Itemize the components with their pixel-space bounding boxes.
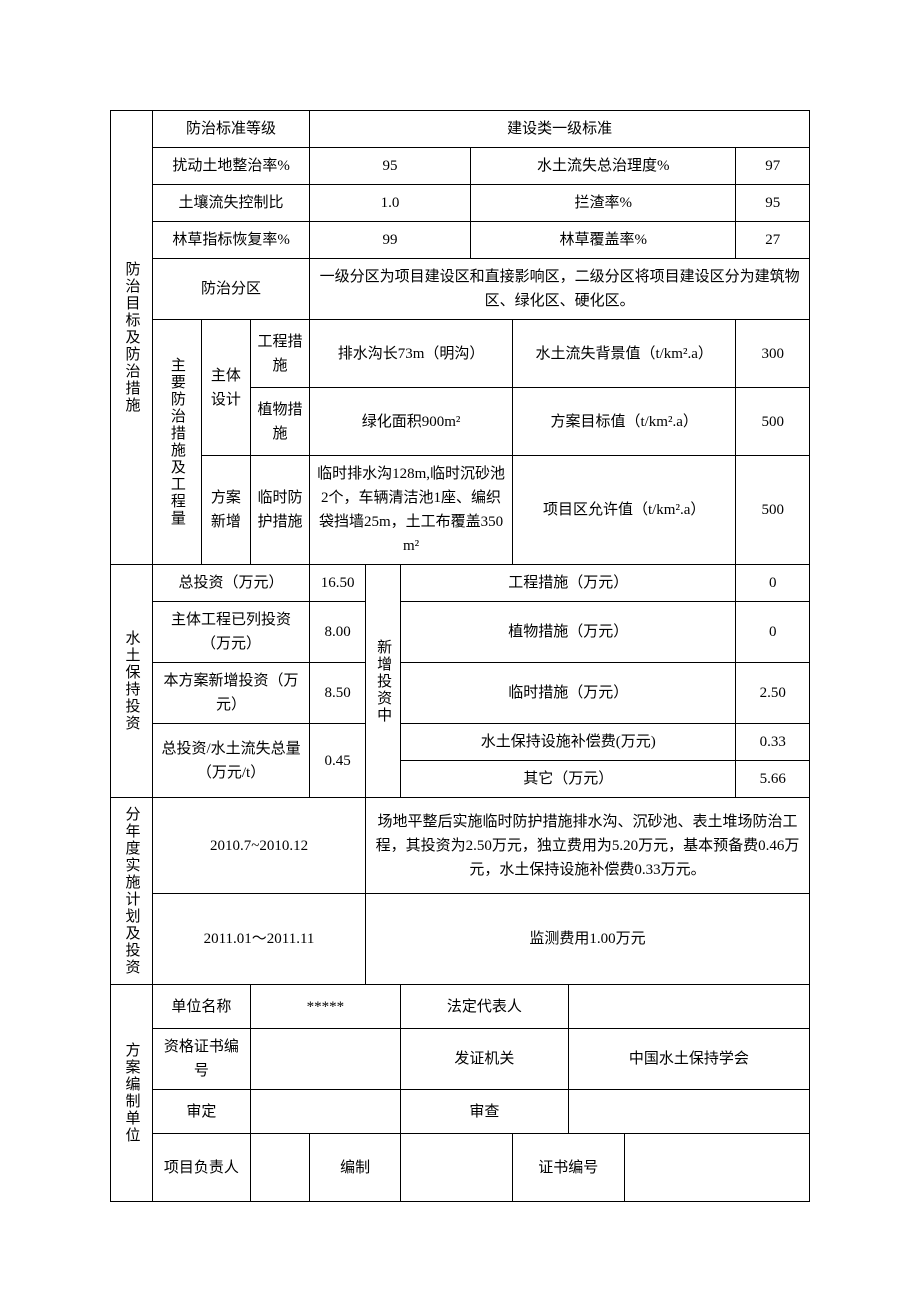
s4r2-l2: 发证机关 — [401, 1029, 569, 1090]
r4-v2: 27 — [736, 222, 810, 259]
r3-v1: 1.0 — [310, 185, 471, 222]
s2r4-l1: 总投资/水土流失总量（万元/t） — [152, 724, 309, 798]
m2-desc: 绿化面积900m² — [310, 388, 513, 456]
s2r2-l2: 植物措施（万元） — [401, 602, 736, 663]
s4r4-l2: 编制 — [310, 1134, 401, 1202]
s2r3-v2: 2.50 — [736, 663, 810, 724]
sub1: 主体设计 — [201, 320, 250, 456]
r3-v2: 95 — [736, 185, 810, 222]
s2r3-v1: 8.50 — [310, 663, 366, 724]
document-table: 防治目标及防治措施 防治标准等级 建设类一级标准 扰动土地整治率% 95 水土流… — [110, 110, 810, 1202]
s2r1-v1: 16.50 — [310, 565, 366, 602]
r4-l2: 林草覆盖率% — [470, 222, 736, 259]
s4r2-v1 — [250, 1029, 400, 1090]
s4r4-v3 — [624, 1134, 809, 1202]
s4r4-v2 — [401, 1134, 513, 1202]
m2-value: 500 — [736, 388, 810, 456]
s4r1-l2: 法定代表人 — [401, 985, 569, 1029]
r1-value: 建设类一级标准 — [310, 111, 810, 148]
r5-value: 一级分区为项目建设区和直接影响区，二级分区将项目建设区分为建筑物区、绿化区、硬化… — [310, 259, 810, 320]
s2r2-v2: 0 — [736, 602, 810, 663]
s3r2-period: 2011.01～2011.11 — [152, 894, 365, 985]
s2r2-v1: 8.00 — [310, 602, 366, 663]
s4r1-v2 — [568, 985, 809, 1029]
r4-v1: 99 — [310, 222, 471, 259]
r3-l1: 土壤流失控制比 — [152, 185, 309, 222]
s2r1-l1: 总投资（万元） — [152, 565, 309, 602]
r3-l2: 拦渣率% — [470, 185, 736, 222]
m2-type: 植物措施 — [250, 388, 309, 456]
s2r3-l1: 本方案新增投资（万元） — [152, 663, 309, 724]
m3-type: 临时防护措施 — [250, 456, 309, 565]
r4-l1: 林草指标恢复率% — [152, 222, 309, 259]
m1-value: 300 — [736, 320, 810, 388]
s2r2-l1: 主体工程已列投资（万元） — [152, 602, 309, 663]
s4r2-v2: 中国水土保持学会 — [568, 1029, 809, 1090]
m1-type: 工程措施 — [250, 320, 309, 388]
s2r3-l2: 临时措施（万元） — [401, 663, 736, 724]
section1-header: 防治目标及防治措施 — [111, 111, 153, 565]
s4r4-l1: 项目负责人 — [152, 1134, 250, 1202]
m3-desc: 临时排水沟128m,临时沉砂池2个，车辆清洁池1座、编织袋挡墙25m，土工布覆盖… — [310, 456, 513, 565]
s4r2-l1: 资格证书编号 — [152, 1029, 250, 1090]
m1-desc: 排水沟长73m（明沟） — [310, 320, 513, 388]
s3r1-desc: 场地平整后实施临时防护措施排水沟、沉砂池、表土堆场防治工程，其投资为2.50万元… — [366, 798, 810, 894]
s2r1-l2: 工程措施（万元） — [401, 565, 736, 602]
measures-header: 主要防治措施及工程量 — [152, 320, 201, 565]
m3-indicator: 项目区允许值（t/km².a） — [512, 456, 736, 565]
s4r3-l1: 审定 — [152, 1090, 250, 1134]
m3-value: 500 — [736, 456, 810, 565]
s3r2-desc: 监测费用1.00万元 — [366, 894, 810, 985]
s2r4-l2: 水土保持设施补偿费(万元) — [401, 724, 736, 761]
s4r1-l1: 单位名称 — [152, 985, 250, 1029]
s2r1-v2: 0 — [736, 565, 810, 602]
r1-label: 防治标准等级 — [152, 111, 309, 148]
r2-v2: 97 — [736, 148, 810, 185]
s4r3-v1 — [250, 1090, 400, 1134]
section3-header: 分年度实施计划及投资 — [111, 798, 153, 985]
s2r5-v2: 5.66 — [736, 761, 810, 798]
s4r3-v2 — [568, 1090, 809, 1134]
s2r4-v2: 0.33 — [736, 724, 810, 761]
s4r1-v1: ***** — [250, 985, 400, 1029]
s4r3-l2: 审查 — [401, 1090, 569, 1134]
s2r4-v1: 0.45 — [310, 724, 366, 798]
sub2: 方案新增 — [201, 456, 250, 565]
s3r1-period: 2010.7~2010.12 — [152, 798, 365, 894]
r2-l2: 水土流失总治理度% — [470, 148, 736, 185]
m2-indicator: 方案目标值（t/km².a） — [512, 388, 736, 456]
section4-header: 方案编制单位 — [111, 985, 153, 1202]
m1-indicator: 水土流失背景值（t/km².a） — [512, 320, 736, 388]
r5-label: 防治分区 — [152, 259, 309, 320]
section2-header: 水土保持投资 — [111, 565, 153, 798]
r2-l1: 扰动土地整治率% — [152, 148, 309, 185]
r2-v1: 95 — [310, 148, 471, 185]
s2r5-l2: 其它（万元） — [401, 761, 736, 798]
s4r4-l3: 证书编号 — [512, 1134, 624, 1202]
s2-merge: 新增投资中 — [366, 565, 401, 798]
s4r4-v1 — [250, 1134, 309, 1202]
